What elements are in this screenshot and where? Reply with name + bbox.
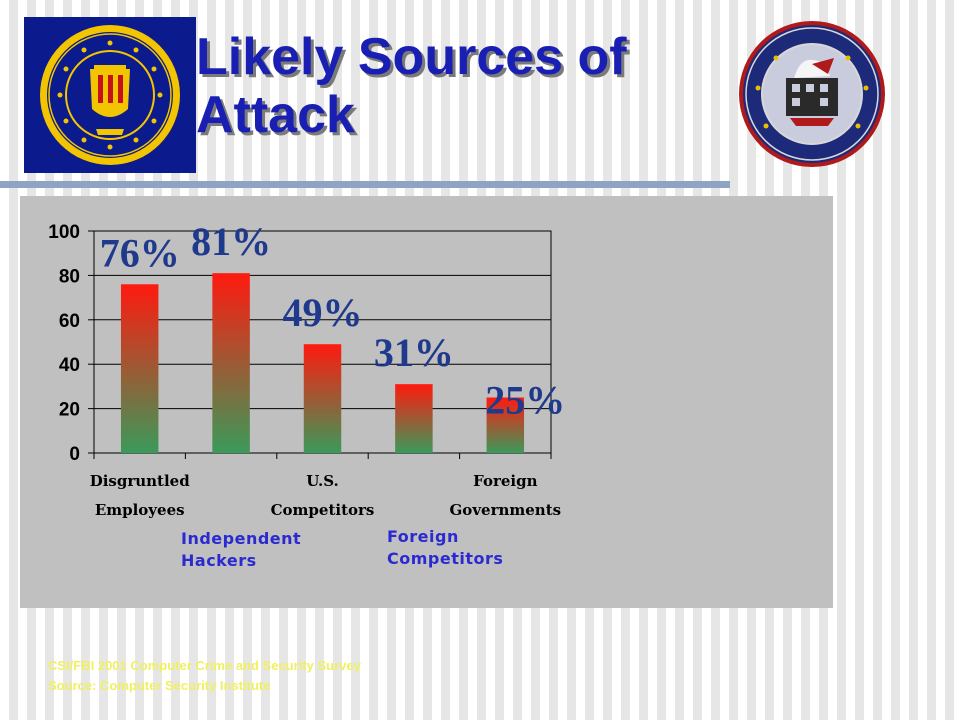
- bar: [486, 397, 525, 453]
- bar-chart: 0 20 40 60 80 100 Disgruntled Employees U.S. Com…: [48, 219, 565, 519]
- data-label: 25%: [485, 378, 565, 423]
- source-line-1: CSI/FBI 2001 Computer Crime and Security…: [48, 658, 361, 673]
- bar: [120, 284, 159, 453]
- category-label-independent-hackers: Independent Hackers: [181, 528, 301, 572]
- title-line-2: Attack: [196, 86, 355, 144]
- data-label: 76%: [100, 230, 180, 275]
- x-tick-label: Disgruntled: [90, 472, 191, 490]
- y-tick-label: 40: [59, 355, 80, 376]
- x-tick-label: Employees: [95, 501, 185, 519]
- y-tick-label: 100: [48, 222, 80, 243]
- chart-panel: 0 20 40 60 80 100 Disgruntled Employees U.S. Com…: [20, 196, 833, 608]
- data-label: 31%: [374, 330, 454, 375]
- nipc-seal-logo: [736, 18, 888, 170]
- foreign-line-2: Competitors: [387, 549, 504, 568]
- independent-line-1: Independent: [181, 529, 302, 548]
- source-line-2: Source: Computer Security Institute: [48, 678, 271, 693]
- data-label: 81%: [191, 219, 271, 264]
- y-tick-label: 0: [69, 444, 80, 465]
- independent-line-2: Hackers: [181, 551, 257, 570]
- y-tick-label: 80: [59, 266, 80, 287]
- x-tick-label: U.S.: [306, 472, 338, 490]
- x-tick-label: Competitors: [271, 501, 375, 519]
- title-divider: [0, 181, 730, 188]
- slide-title: Likely Sources of Attack: [196, 28, 716, 144]
- data-label: 49%: [283, 290, 363, 335]
- bar: [395, 384, 433, 453]
- category-label-foreign-competitors: Foreign Competitors: [387, 526, 503, 570]
- x-tick-label: Foreign: [473, 472, 537, 490]
- bar: [303, 344, 342, 453]
- x-tick-label: Governments: [450, 501, 562, 519]
- fbi-seal-logo: [24, 17, 196, 173]
- bar: [212, 273, 250, 453]
- title-line-1: Likely Sources of: [196, 28, 627, 86]
- foreign-line-1: Foreign: [387, 527, 459, 546]
- y-tick-label: 60: [59, 311, 80, 332]
- y-tick-label: 20: [59, 400, 80, 421]
